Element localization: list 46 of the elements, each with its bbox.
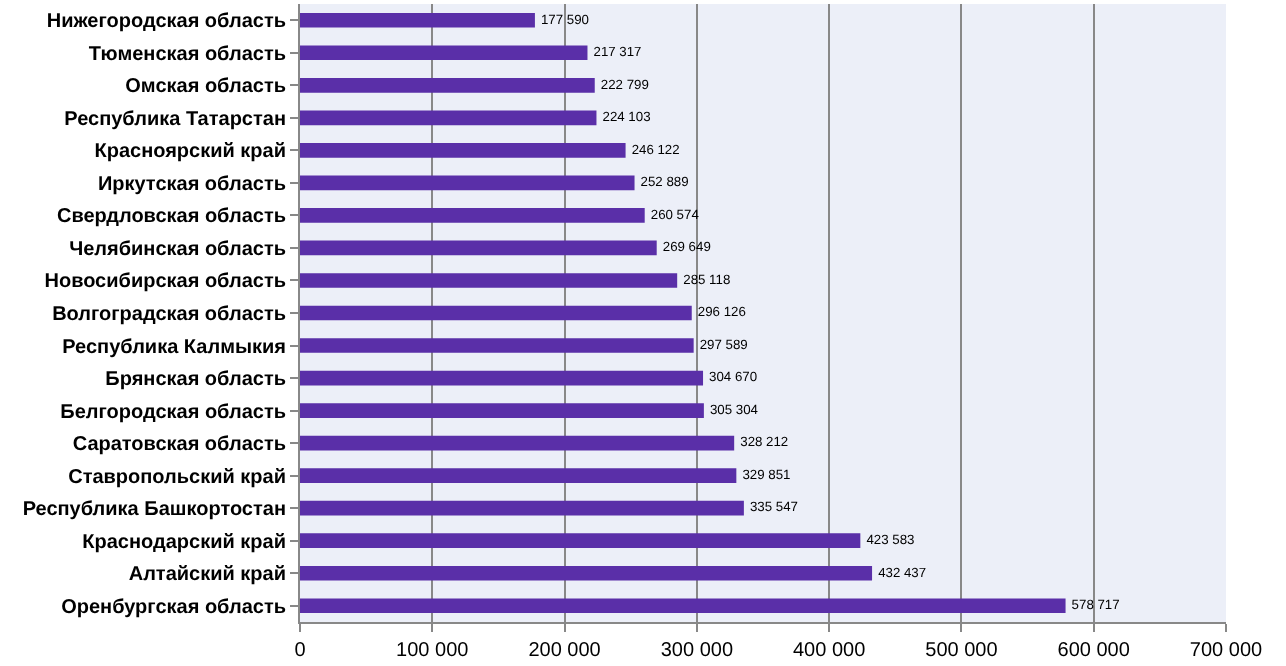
y-tick-label: Республика Татарстан xyxy=(64,108,286,131)
bar xyxy=(300,143,626,158)
bar xyxy=(300,208,645,223)
bar xyxy=(300,533,861,548)
bar xyxy=(300,45,588,61)
y-tick-label: Волгоградская область xyxy=(52,304,286,326)
bar xyxy=(300,175,635,191)
y-tick-label: Ставропольский край xyxy=(68,466,286,489)
y-tick-label: Свердловская область xyxy=(56,206,286,229)
y-tick-label: Брянская область xyxy=(105,369,286,392)
bar xyxy=(300,468,737,483)
x-tick-label: 600 000 xyxy=(1057,640,1131,662)
bar xyxy=(300,403,704,418)
y-tick-label: Иркутская область xyxy=(97,173,286,196)
y-tick-label: Саратовская область xyxy=(72,434,286,457)
bar xyxy=(300,435,735,451)
y-tick-label: Тюменская область xyxy=(88,43,286,66)
bar xyxy=(300,110,597,126)
y-tick-label: Белгородская область xyxy=(60,401,286,424)
bar xyxy=(300,598,1066,614)
x-tick-label: 500 000 xyxy=(925,640,999,662)
x-tick-label: 700 000 xyxy=(1189,640,1264,662)
y-tick-label: Республика Башкортостан xyxy=(22,499,286,522)
y-tick-label: Нижегородская область xyxy=(46,11,286,34)
y-tick-label: Алтайский край xyxy=(128,564,286,587)
bar xyxy=(300,273,678,288)
x-tick-label: 0 xyxy=(294,640,307,662)
bar xyxy=(300,500,744,516)
bar xyxy=(300,565,873,581)
y-tick-label: Республика Калмыкия xyxy=(62,336,287,359)
y-tick-label: Челябинская область xyxy=(69,238,286,261)
bar xyxy=(300,305,692,321)
bar xyxy=(300,12,535,28)
x-tick-label: 300 000 xyxy=(660,640,734,662)
y-tick-label: Омская область xyxy=(125,76,286,99)
bar xyxy=(300,240,657,256)
y-tick-label: Новосибирская область xyxy=(44,271,286,294)
bar xyxy=(300,370,704,386)
x-tick-label: 200 000 xyxy=(528,640,602,662)
y-tick-label: Краснодарский край xyxy=(82,531,286,554)
y-tick-label: Красноярский край xyxy=(94,141,286,164)
bar xyxy=(300,78,595,93)
y-tick-label: Оренбургская область xyxy=(61,596,286,619)
bar xyxy=(300,338,694,353)
x-tick-label: 400 000 xyxy=(792,640,867,662)
x-tick-label: 100 000 xyxy=(396,640,470,662)
